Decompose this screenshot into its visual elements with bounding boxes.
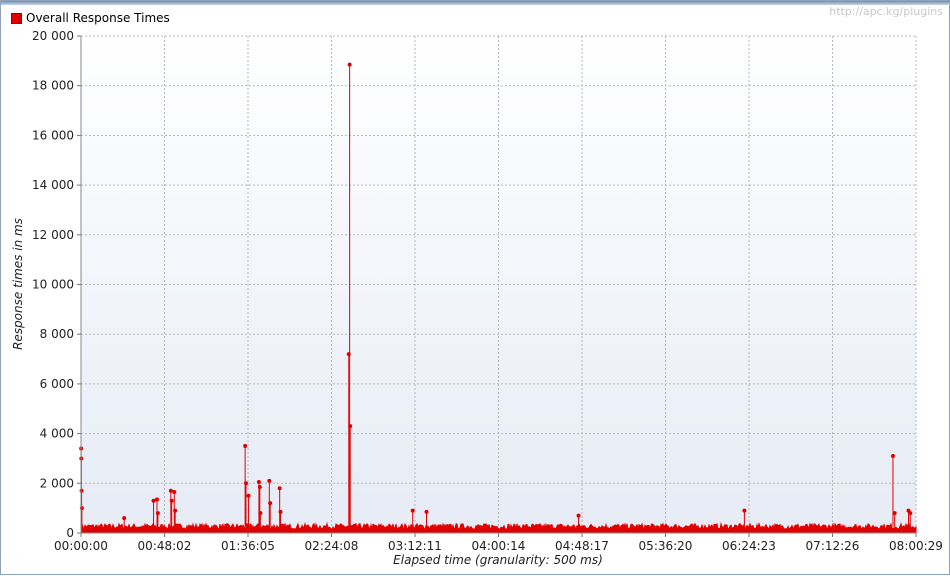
data-point: [258, 511, 263, 516]
data-point: [267, 478, 272, 483]
data-point: [908, 511, 913, 516]
data-point: [172, 489, 177, 494]
data-point: [410, 508, 415, 513]
x-tick-label: 02:24:08: [305, 539, 359, 553]
data-point: [243, 444, 248, 449]
data-point: [168, 488, 173, 493]
data-point: [348, 424, 353, 429]
legend-label: Overall Response Times: [26, 11, 170, 25]
baseline-band: [80, 521, 917, 534]
data-point: [243, 481, 248, 486]
x-tick-label: 01:36:05: [221, 539, 275, 553]
watermark-text: http://apc.kg/plugins: [829, 5, 943, 18]
data-point: [257, 485, 262, 490]
data-point: [892, 511, 897, 516]
x-tick-label: 00:48:02: [138, 539, 192, 553]
x-tick-label: 05:36:20: [639, 539, 693, 553]
data-point: [277, 486, 282, 491]
legend: Overall Response Times: [11, 11, 170, 25]
data-point: [173, 508, 178, 513]
y-tick-label: 2 000: [40, 476, 74, 490]
x-tick-label: 06:24:23: [722, 539, 776, 553]
y-tick-label: 6 000: [40, 377, 74, 391]
y-tick-label: 4 000: [40, 427, 74, 441]
x-tick-label: 00:00:00: [54, 539, 108, 553]
data-point: [268, 501, 273, 506]
data-point: [155, 497, 160, 502]
data-point: [256, 480, 261, 485]
legend-swatch: [11, 12, 22, 24]
y-tick-label: 10 000: [32, 278, 74, 292]
window-top-border: [1, 1, 950, 5]
data-point: [122, 516, 127, 521]
data-point: [424, 509, 429, 514]
data-point: [246, 493, 251, 498]
data-point: [169, 498, 174, 503]
x-tick-label: 07:12:26: [806, 539, 860, 553]
x-tick-label: 04:48:17: [555, 539, 609, 553]
x-tick-label: 04:00:14: [472, 539, 526, 553]
y-tick-label: 18 000: [32, 79, 74, 93]
y-tick-label: 20 000: [32, 29, 74, 43]
data-point: [79, 488, 84, 493]
data-point: [742, 508, 747, 513]
data-point: [278, 509, 283, 514]
data-point: [890, 453, 895, 458]
data-point: [155, 511, 160, 516]
x-axis-title: Elapsed time (granularity: 500 ms): [393, 553, 603, 567]
y-tick-label: 0: [66, 526, 74, 540]
data-point: [79, 506, 84, 511]
y-tick-label: 14 000: [32, 178, 74, 192]
data-point: [346, 352, 351, 357]
y-tick-label: 16 000: [32, 128, 74, 142]
data-point: [576, 513, 581, 518]
x-tick-label: 03:12:11: [388, 539, 442, 553]
data-point: [347, 62, 352, 67]
y-axis-title: Response times in ms: [11, 218, 25, 350]
x-tick-label: 08:00:29: [889, 539, 943, 553]
y-tick-label: 8 000: [40, 327, 74, 341]
data-point: [151, 498, 156, 503]
y-tick-label: 12 000: [32, 228, 74, 242]
